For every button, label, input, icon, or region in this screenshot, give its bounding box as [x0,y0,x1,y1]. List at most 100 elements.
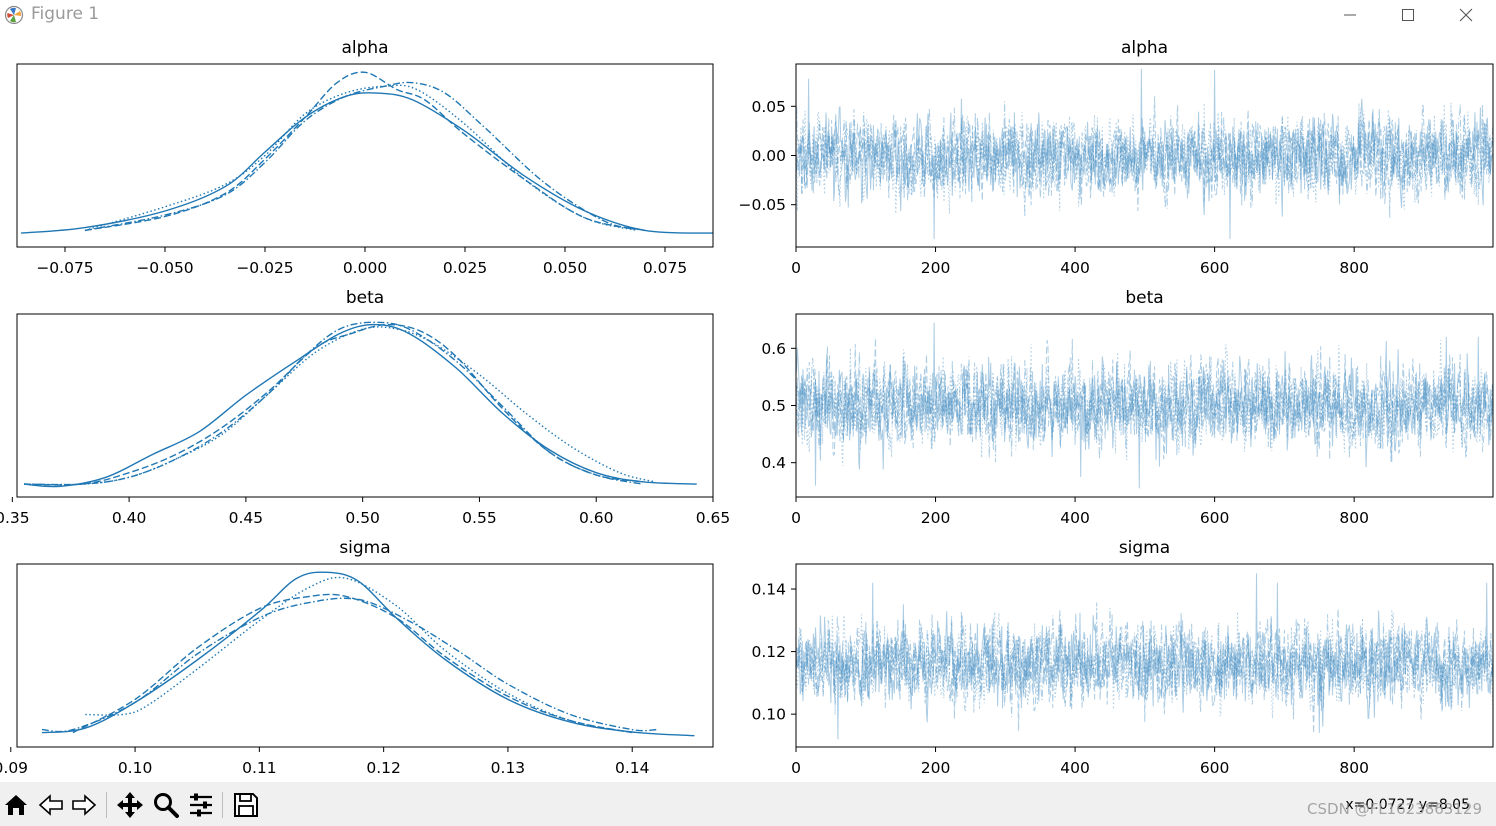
subplot-alpha-trace: alpha 0 200 400 600 800 −0.05 0.00 0.05 [739,38,1494,277]
plot-area [796,573,1493,740]
trace-line-chain-1 [796,68,1493,240]
x-tick-label: 0.40 [112,509,147,527]
x-tick-label: 0.09 [0,759,28,777]
subplot-sigma-trace: sigma 0 200 400 600 800 0.10 0.12 0.14 [751,538,1494,777]
close-icon [1459,8,1473,22]
cursor-coordinates: x=0.0727 y=8.05 [1345,797,1470,813]
density-line-chain-2 [72,593,633,734]
density-line-chain-2 [23,323,643,486]
trace-line-chain-4 [796,352,1493,463]
density-line-chain-3 [23,326,655,486]
toolbar-separator [106,792,107,818]
configure-subplots-button[interactable] [186,790,216,820]
subplot-beta-trace: beta 0 200 400 600 800 0.4 0.5 0.6 [761,288,1494,527]
x-tick-label: 400 [1060,259,1090,277]
x-tick-label: 200 [921,509,951,527]
trace-line-chain-4 [796,101,1493,218]
toolbar-separator [222,792,223,818]
trace-line-chain-1 [796,322,1493,489]
plot-area [796,68,1493,240]
trace-line-chain-4 [796,602,1493,718]
subplot-title: beta [346,288,384,308]
y-tick-label: 0.14 [751,581,786,599]
x-tick-label: 200 [921,759,951,777]
minimize-icon [1344,14,1356,16]
x-tick-label: −0.050 [136,259,193,277]
window-title: Figure 1 [31,4,100,24]
density-line-chain-1 [20,92,713,234]
plot-area [796,322,1493,489]
y-tick-label: 0.10 [751,706,786,724]
minimize-button[interactable] [1321,0,1379,30]
density-line-chain-3 [84,84,638,232]
window-titlebar: Figure 1 [0,0,1496,30]
subplot-title: alpha [1121,38,1168,58]
maximize-button[interactable] [1379,0,1437,30]
density-line-chain-1 [41,571,695,737]
y-tick-label: 0.5 [761,397,786,415]
axes-frame [16,563,714,748]
y-tick-label: 0.12 [751,643,786,661]
x-tick-label: 800 [1339,509,1369,527]
x-tick-label: 0 [791,259,801,277]
x-tick-label: 800 [1339,259,1369,277]
axes-frame [16,63,714,248]
y-tick-label: −0.05 [739,196,787,214]
x-tick-label: 600 [1200,759,1230,777]
subplot-title: alpha [341,38,388,58]
pan-icon [117,792,143,818]
plot-area [41,571,695,737]
maximize-icon [1402,9,1414,21]
x-tick-label: 0.025 [443,259,487,277]
x-tick-label: 400 [1060,509,1090,527]
density-line-chain-4 [41,597,658,733]
zoom-button[interactable] [151,790,181,820]
subplot-beta-density: beta 0.35 0.40 0.45 0.50 0.55 0.60 0.65 [0,288,730,527]
forward-icon [72,794,97,816]
watermark: CSDN @FL1623863129 [1307,800,1482,818]
y-tick-label: 0.6 [761,340,786,358]
x-tick-label: 0.11 [242,759,277,777]
x-tick-label: 0 [791,509,801,527]
save-button[interactable] [231,790,261,820]
back-button[interactable] [36,790,66,820]
close-button[interactable] [1437,0,1495,30]
y-tick-label: 0.00 [751,147,786,165]
back-icon [38,794,63,816]
pan-button[interactable] [115,790,145,820]
subplot-title: sigma [1119,538,1170,558]
x-tick-label: 0.13 [491,759,526,777]
trace-line-chain-3 [796,609,1493,719]
plot-area [23,321,697,488]
x-tick-label: 0.050 [543,259,587,277]
x-tick-label: 0.55 [462,509,497,527]
x-tick-label: 0.12 [366,759,401,777]
y-tick-label: 0.05 [751,98,786,116]
x-tick-label: 0.65 [696,509,731,527]
figure-canvas[interactable]: alpha−0.075 −0.050 −0.025 0.000 0.025 0.050 0.… [0,30,1496,782]
x-tick-label: 0 [791,759,801,777]
x-tick-label: 0.35 [0,509,30,527]
density-line-chain-4 [84,81,646,232]
save-icon [234,793,258,817]
forward-button[interactable] [69,790,99,820]
x-tick-label: 0.10 [118,759,153,777]
x-tick-label: 0.000 [343,259,387,277]
matplotlib-app-icon [4,5,24,25]
plot-area [20,71,713,234]
subplot-title: sigma [339,538,390,558]
density-line-chain-4 [23,321,644,486]
zoom-icon [154,793,179,818]
x-tick-label: 800 [1339,759,1369,777]
axes-frame [16,313,714,498]
density-line-chain-3 [85,576,633,734]
x-tick-label: 600 [1200,509,1230,527]
home-button[interactable] [1,790,31,820]
x-tick-label: −0.025 [236,259,293,277]
subplot-sigma-density: sigma 0.09 0.10 0.11 0.12 0.13 0.14 [0,538,714,777]
home-icon [5,795,27,815]
trace-line-chain-1 [796,573,1493,740]
configure-icon [190,793,212,817]
y-tick-label: 0.4 [761,454,786,472]
x-tick-label: 200 [921,259,951,277]
